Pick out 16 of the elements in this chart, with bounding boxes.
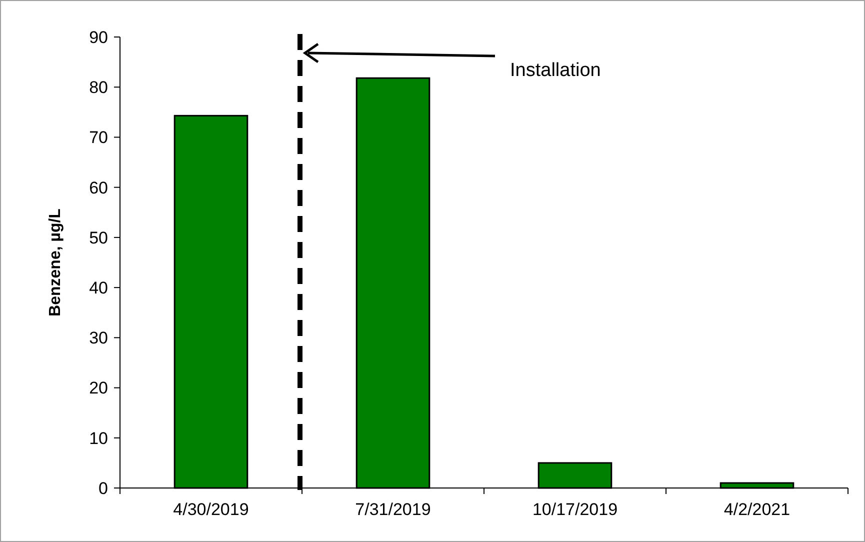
y-tick-label: 30 xyxy=(89,328,108,348)
x-tick-label: 10/17/2019 xyxy=(532,500,618,519)
y-tick-label: 60 xyxy=(89,178,108,198)
y-tick-label: 0 xyxy=(98,478,108,498)
y-tick-label: 90 xyxy=(89,28,108,47)
y-tick-label: 70 xyxy=(89,128,108,148)
y-tick-label: 80 xyxy=(89,78,108,98)
y-tick-label: 40 xyxy=(89,278,108,298)
y-tick-label: 50 xyxy=(89,228,108,248)
annotation: Installation xyxy=(510,60,601,81)
x-tick-label: 4/2/2021 xyxy=(724,500,790,519)
x-tick-label: 4/30/2019 xyxy=(173,500,249,519)
y-axis-title: Benzene, µg/L xyxy=(47,208,64,316)
x-tick-label: 7/31/2019 xyxy=(355,500,431,519)
y-tick-label: 20 xyxy=(89,378,108,398)
y-tick-label: 10 xyxy=(89,428,108,448)
